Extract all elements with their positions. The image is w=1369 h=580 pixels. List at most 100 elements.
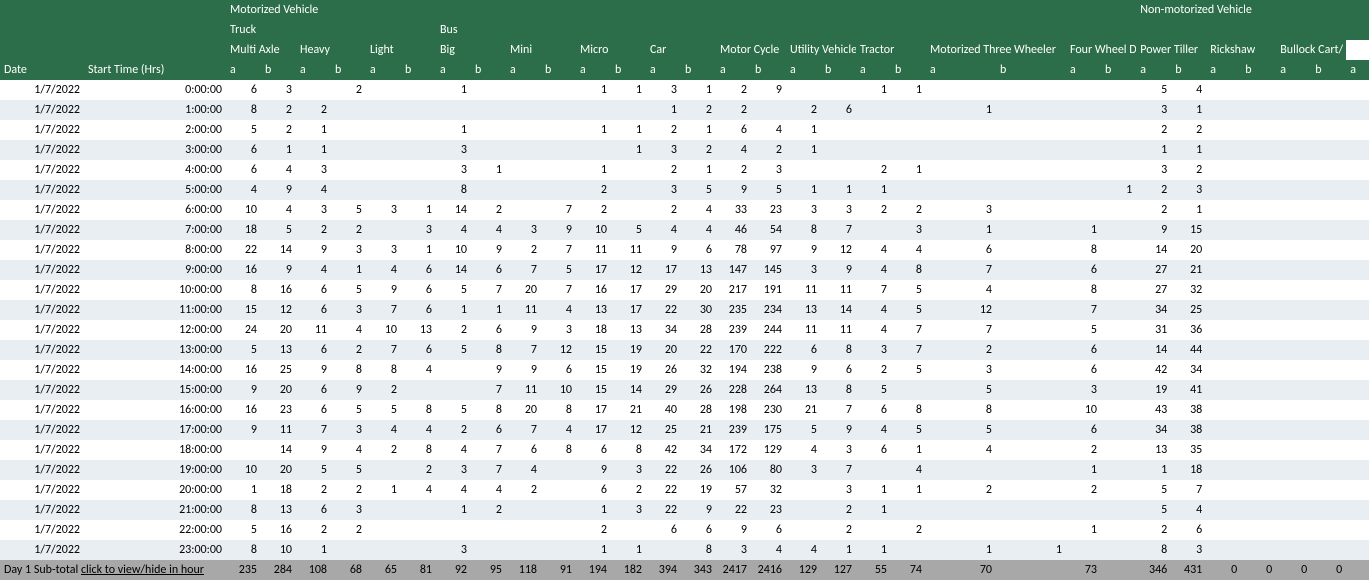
value-cell[interactable] bbox=[1206, 400, 1241, 420]
value-cell[interactable] bbox=[401, 80, 436, 100]
value-cell[interactable] bbox=[1346, 380, 1369, 400]
value-cell[interactable] bbox=[401, 540, 436, 560]
value-cell[interactable]: 9 bbox=[506, 320, 541, 340]
date-cell[interactable]: 1/7/2022 bbox=[0, 320, 84, 340]
value-cell[interactable]: 3 bbox=[1136, 100, 1171, 120]
value-cell[interactable] bbox=[1311, 480, 1346, 500]
value-cell[interactable]: 3 bbox=[296, 160, 331, 180]
value-cell[interactable]: 2 bbox=[331, 480, 366, 500]
value-cell[interactable]: 16 bbox=[576, 280, 611, 300]
value-cell[interactable]: 3 bbox=[1136, 160, 1171, 180]
value-cell[interactable]: 4 bbox=[366, 420, 401, 440]
value-cell[interactable] bbox=[1241, 400, 1276, 420]
value-cell[interactable]: 25 bbox=[261, 360, 296, 380]
value-cell[interactable]: 9 bbox=[261, 180, 296, 200]
value-cell[interactable]: 43 bbox=[1136, 400, 1171, 420]
value-cell[interactable]: 7 bbox=[1066, 300, 1101, 320]
value-cell[interactable] bbox=[1066, 160, 1101, 180]
time-cell[interactable]: 20:00:00 bbox=[84, 480, 226, 500]
date-cell[interactable]: 1/7/2022 bbox=[0, 380, 84, 400]
value-cell[interactable] bbox=[1206, 180, 1241, 200]
value-cell[interactable]: 3 bbox=[331, 300, 366, 320]
value-cell[interactable]: 6 bbox=[1066, 340, 1101, 360]
value-cell[interactable] bbox=[1276, 440, 1311, 460]
value-cell[interactable]: 3 bbox=[1171, 540, 1206, 560]
value-cell[interactable] bbox=[1206, 360, 1241, 380]
time-cell[interactable]: 18:00:00 bbox=[84, 440, 226, 460]
value-cell[interactable]: 21 bbox=[1171, 260, 1206, 280]
value-cell[interactable] bbox=[1101, 160, 1136, 180]
value-cell[interactable] bbox=[1276, 360, 1311, 380]
value-cell[interactable]: 5 bbox=[1136, 480, 1171, 500]
value-cell[interactable]: 7 bbox=[471, 280, 506, 300]
value-cell[interactable]: 2 bbox=[646, 200, 681, 220]
value-cell[interactable]: 2 bbox=[1171, 120, 1206, 140]
value-cell[interactable]: 2 bbox=[331, 80, 366, 100]
value-cell[interactable] bbox=[1311, 280, 1346, 300]
value-cell[interactable] bbox=[1206, 500, 1241, 520]
value-cell[interactable]: 2 bbox=[856, 200, 891, 220]
value-cell[interactable]: 2 bbox=[1136, 120, 1171, 140]
value-cell[interactable]: 54 bbox=[751, 220, 786, 240]
value-cell[interactable]: 14 bbox=[261, 440, 296, 460]
value-cell[interactable]: 8 bbox=[541, 440, 576, 460]
value-cell[interactable] bbox=[436, 360, 471, 380]
time-cell[interactable]: 17:00:00 bbox=[84, 420, 226, 440]
value-cell[interactable]: 7 bbox=[821, 460, 856, 480]
value-cell[interactable]: 13 bbox=[401, 320, 436, 340]
value-cell[interactable] bbox=[541, 500, 576, 520]
value-cell[interactable] bbox=[996, 80, 1066, 100]
value-cell[interactable] bbox=[1206, 240, 1241, 260]
value-cell[interactable]: 9 bbox=[226, 380, 261, 400]
value-cell[interactable]: 5 bbox=[891, 300, 926, 320]
value-cell[interactable]: 2 bbox=[856, 360, 891, 380]
date-cell[interactable]: 1/7/2022 bbox=[0, 520, 84, 540]
value-cell[interactable] bbox=[541, 140, 576, 160]
time-cell[interactable]: 0:00:00 bbox=[84, 80, 226, 100]
value-cell[interactable]: 4 bbox=[751, 540, 786, 560]
value-cell[interactable]: 4 bbox=[331, 320, 366, 340]
value-cell[interactable]: 1 bbox=[1101, 180, 1136, 200]
value-cell[interactable]: 2 bbox=[261, 120, 296, 140]
value-cell[interactable]: 145 bbox=[751, 260, 786, 280]
value-cell[interactable] bbox=[1276, 380, 1311, 400]
value-cell[interactable] bbox=[1241, 220, 1276, 240]
value-cell[interactable]: 1 bbox=[891, 440, 926, 460]
value-cell[interactable]: 8 bbox=[541, 400, 576, 420]
value-cell[interactable]: 3 bbox=[541, 320, 576, 340]
value-cell[interactable] bbox=[1276, 480, 1311, 500]
value-cell[interactable]: 16 bbox=[261, 520, 296, 540]
value-cell[interactable] bbox=[1066, 140, 1101, 160]
value-cell[interactable]: 7 bbox=[541, 280, 576, 300]
value-cell[interactable]: 44 bbox=[1171, 340, 1206, 360]
value-cell[interactable]: 1 bbox=[856, 80, 891, 100]
value-cell[interactable] bbox=[1346, 280, 1369, 300]
value-cell[interactable]: 1 bbox=[1066, 220, 1101, 240]
value-cell[interactable]: 17 bbox=[576, 420, 611, 440]
value-cell[interactable]: 15 bbox=[226, 300, 261, 320]
value-cell[interactable] bbox=[1241, 160, 1276, 180]
value-cell[interactable]: 2 bbox=[1066, 440, 1101, 460]
value-cell[interactable] bbox=[1241, 140, 1276, 160]
value-cell[interactable] bbox=[401, 100, 436, 120]
value-cell[interactable]: 3 bbox=[646, 140, 681, 160]
value-cell[interactable] bbox=[926, 80, 996, 100]
value-cell[interactable]: 33 bbox=[716, 200, 751, 220]
value-cell[interactable]: 4 bbox=[436, 440, 471, 460]
value-cell[interactable]: 41 bbox=[1171, 380, 1206, 400]
value-cell[interactable]: 3 bbox=[611, 500, 646, 520]
value-cell[interactable] bbox=[891, 180, 926, 200]
value-cell[interactable] bbox=[1276, 220, 1311, 240]
value-cell[interactable]: 2 bbox=[401, 460, 436, 480]
value-cell[interactable]: 15 bbox=[1171, 220, 1206, 240]
value-cell[interactable] bbox=[1311, 360, 1346, 380]
value-cell[interactable]: 36 bbox=[1171, 320, 1206, 340]
value-cell[interactable] bbox=[541, 180, 576, 200]
value-cell[interactable]: 12 bbox=[611, 260, 646, 280]
value-cell[interactable] bbox=[1346, 400, 1369, 420]
value-cell[interactable]: 1 bbox=[926, 100, 996, 120]
value-cell[interactable]: 3 bbox=[856, 340, 891, 360]
value-cell[interactable] bbox=[1101, 360, 1136, 380]
date-cell[interactable]: 1/7/2022 bbox=[0, 500, 84, 520]
value-cell[interactable] bbox=[996, 220, 1066, 240]
